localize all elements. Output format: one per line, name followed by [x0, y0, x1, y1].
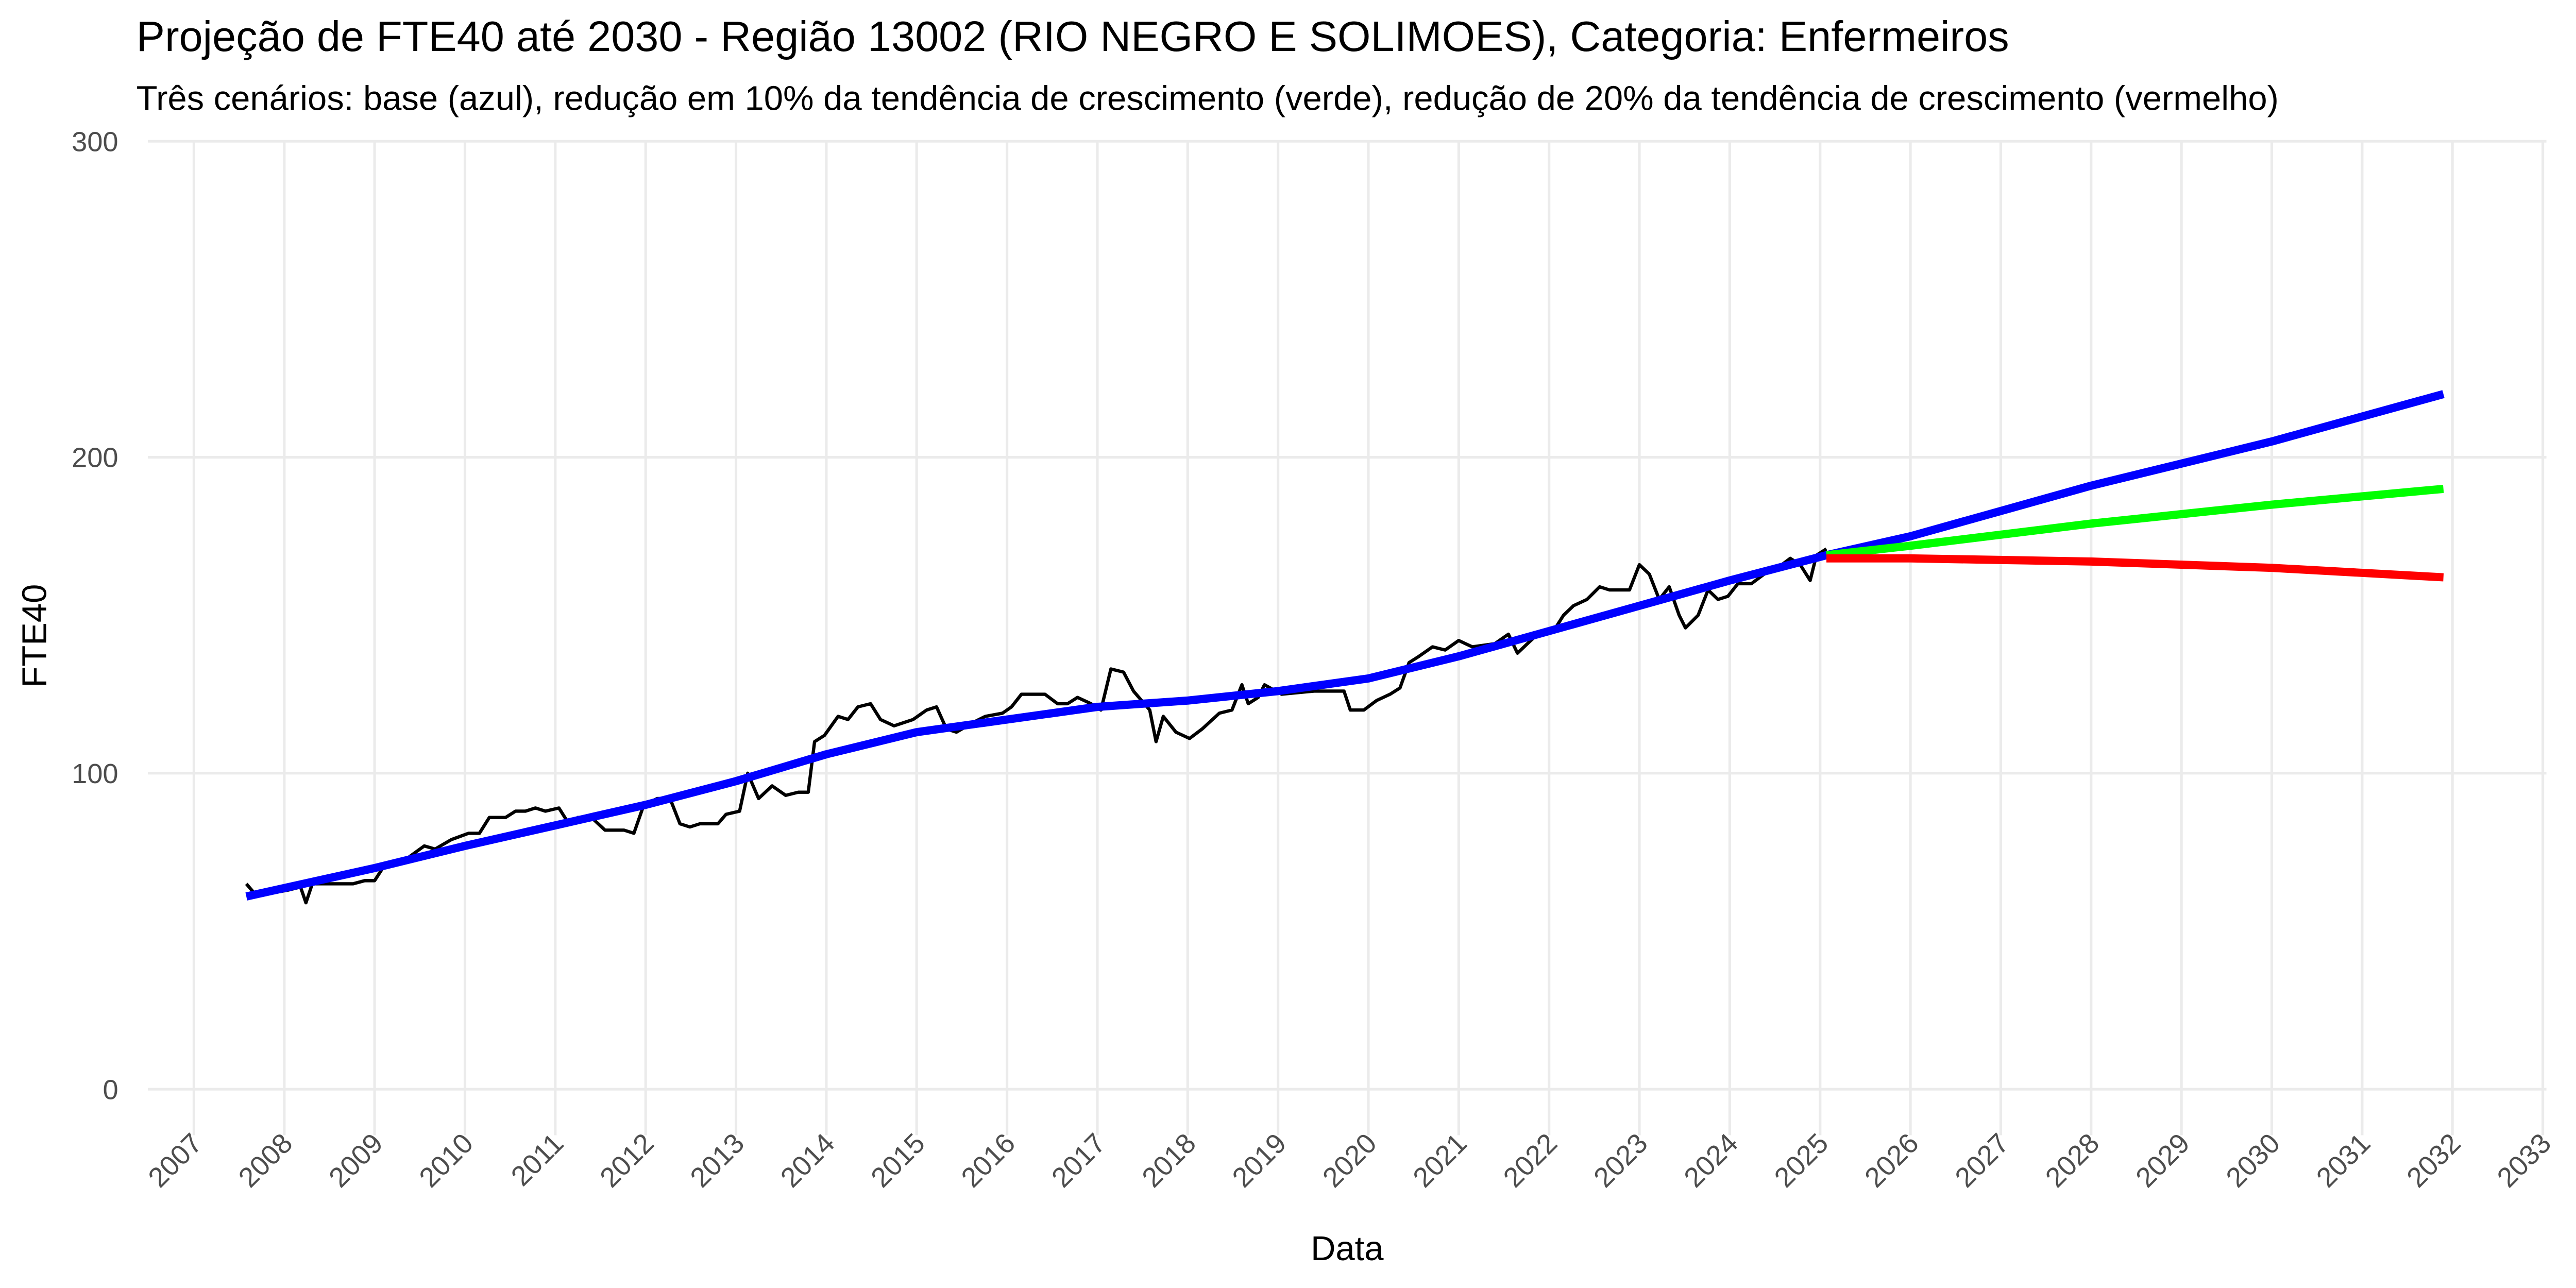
series-line: [1826, 484, 2444, 560]
chart-subtitle: Três cenários: base (azul), redução em 1…: [137, 79, 2279, 118]
y-axis-title: FTE40: [15, 584, 54, 688]
plot-area: [245, 390, 2445, 905]
y-tick-label: 300: [72, 126, 118, 157]
x-axis-title: Data: [1311, 1229, 1384, 1268]
chart-title: Projeção de FTE40 até 2030 - Região 1300…: [137, 12, 2009, 60]
y-tick-label: 0: [103, 1074, 118, 1105]
series-line: [1826, 554, 2444, 582]
series-line: [245, 390, 2445, 901]
series-line: [245, 547, 1827, 905]
y-tick-label: 100: [72, 758, 118, 789]
y-tick-label: 200: [72, 443, 118, 473]
